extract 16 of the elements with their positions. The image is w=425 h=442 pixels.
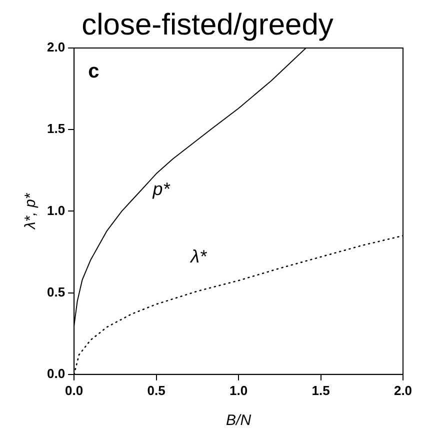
chart-title: close-fisted/greedy bbox=[82, 8, 334, 42]
x-tick-label: 1.0 bbox=[229, 382, 248, 398]
y-tick-label: 0.0 bbox=[46, 366, 66, 381]
x-tick-label: 2.0 bbox=[394, 382, 412, 398]
x-tick-label: 1.5 bbox=[312, 382, 330, 398]
x-tick-label: 0.0 bbox=[65, 382, 84, 398]
series-label: λ* bbox=[190, 246, 208, 267]
x-tick-label: 0.5 bbox=[147, 382, 166, 398]
y-tick-label: 1.5 bbox=[46, 121, 66, 136]
x-axis-title: B/N bbox=[226, 412, 252, 430]
y-axis-title: λ*, p* bbox=[22, 192, 40, 230]
y-tick-label: 1.0 bbox=[46, 202, 66, 218]
annotation: c bbox=[88, 60, 100, 83]
series-label: p* bbox=[152, 178, 171, 199]
y-tick-label: 2.0 bbox=[46, 40, 66, 55]
y-tick-label: 0.5 bbox=[46, 284, 66, 300]
